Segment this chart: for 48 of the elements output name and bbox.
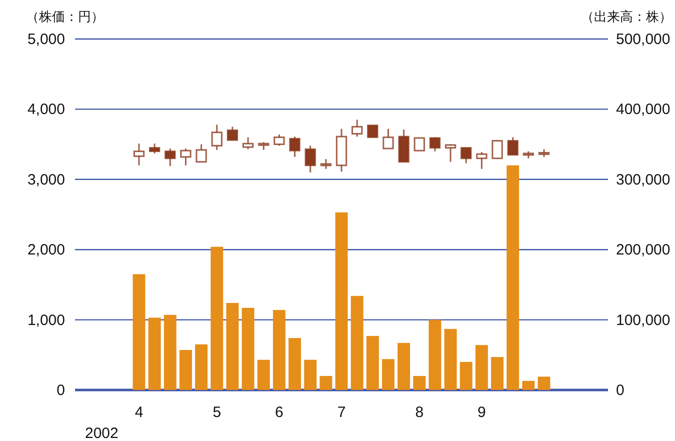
y2-tick-label: 300,000	[616, 171, 670, 188]
bar	[210, 246, 224, 390]
bar	[272, 310, 286, 390]
bar	[257, 360, 270, 390]
y-tick-label: 1,000	[27, 312, 65, 329]
bar	[522, 380, 535, 390]
x-tick-label: 5	[212, 404, 222, 421]
bar	[398, 342, 410, 390]
x-tick-label: 6	[275, 404, 284, 421]
bar	[444, 328, 457, 390]
bar	[460, 362, 472, 390]
bar	[180, 350, 192, 390]
x-tick-label: 9	[478, 404, 486, 421]
y2-tick-label: 0	[616, 382, 624, 399]
bar	[382, 359, 394, 390]
bar	[506, 165, 520, 390]
y2-tick-label: 500,000	[616, 31, 670, 48]
y-tick-label: 4,000	[27, 101, 65, 118]
bar	[475, 345, 488, 390]
bar	[132, 274, 146, 390]
bar	[164, 314, 176, 390]
x-tick-label: 7	[337, 404, 346, 421]
bar	[320, 376, 332, 390]
bar	[288, 338, 301, 390]
x-tick-label: 8	[415, 404, 424, 421]
bar	[195, 344, 208, 390]
y2-tick-label: 100,000	[616, 312, 670, 329]
bar	[428, 320, 442, 390]
bar	[148, 318, 161, 390]
y-tick-label: 5,000	[27, 31, 65, 48]
bar	[304, 360, 317, 390]
y-axis-title: （株価：円）	[26, 9, 104, 24]
bar	[413, 376, 426, 390]
y-tick-label: 0	[56, 382, 65, 399]
bar	[366, 336, 379, 390]
x-tick-label: 4	[134, 404, 144, 421]
bar	[335, 212, 348, 390]
bar	[538, 376, 550, 390]
bar	[491, 357, 504, 390]
y2-tick-label: 200,000	[616, 242, 670, 259]
y-tick-label: 2,000	[27, 242, 65, 259]
y2-tick-label: 400,000	[616, 101, 670, 118]
x-axis-title: 2002	[85, 425, 118, 441]
y2-axis-title: （出来高：株）	[581, 9, 672, 24]
y-tick-label: 3,000	[27, 171, 65, 188]
bar	[242, 308, 254, 390]
bar	[226, 302, 239, 390]
bar	[350, 296, 364, 390]
